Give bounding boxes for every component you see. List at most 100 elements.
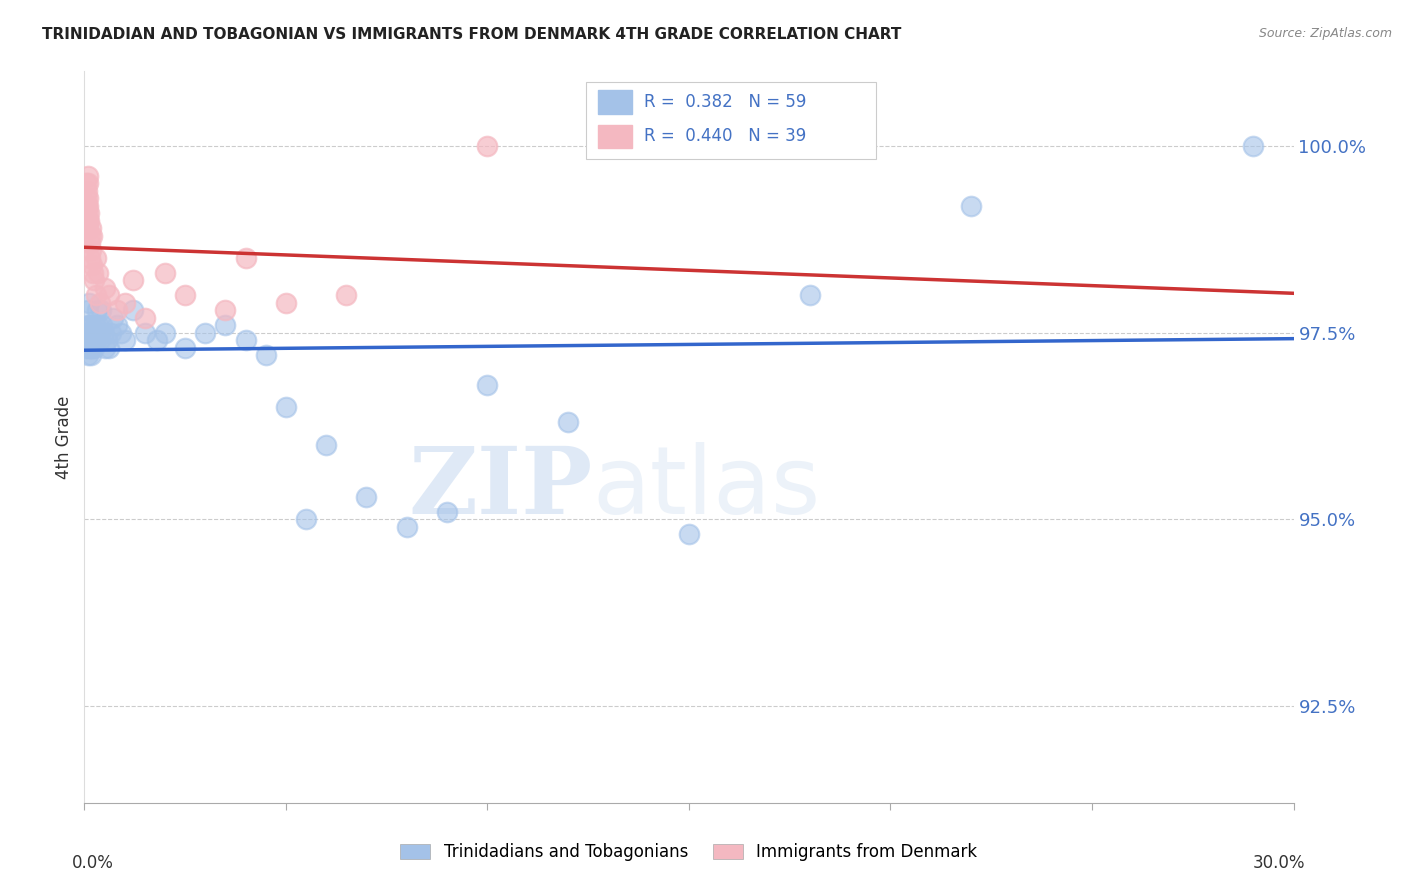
Text: atlas: atlas — [592, 442, 821, 534]
Point — [86, 288, 108, 302]
Point — [146, 333, 169, 347]
Point — [79, 235, 101, 250]
Point — [79, 326, 101, 340]
Point — [105, 303, 128, 318]
Point — [77, 295, 100, 310]
Point — [86, 333, 108, 347]
Point — [235, 251, 257, 265]
Point — [76, 213, 98, 227]
Point — [90, 303, 112, 318]
Point — [86, 303, 108, 318]
Point — [315, 437, 337, 451]
Point — [87, 266, 110, 280]
Point — [75, 177, 97, 191]
Point — [97, 341, 120, 355]
Point — [134, 326, 156, 340]
Point — [153, 326, 176, 340]
Point — [75, 341, 97, 355]
Point — [105, 318, 128, 332]
Point — [477, 377, 499, 392]
Point — [83, 333, 105, 347]
Point — [77, 221, 100, 235]
Point — [84, 326, 107, 340]
Point — [274, 295, 297, 310]
Point — [82, 326, 104, 340]
Point — [80, 221, 103, 235]
Point — [80, 318, 103, 332]
Point — [134, 310, 156, 325]
Point — [76, 199, 98, 213]
Point — [79, 341, 101, 355]
Text: Source: ZipAtlas.com: Source: ZipAtlas.com — [1258, 27, 1392, 40]
Point — [76, 206, 98, 220]
Legend: Trinidadians and Tobagonians, Immigrants from Denmark: Trinidadians and Tobagonians, Immigrants… — [394, 837, 984, 868]
Point — [335, 288, 357, 302]
Point — [960, 199, 983, 213]
FancyBboxPatch shape — [599, 90, 633, 114]
Point — [77, 333, 100, 347]
Point — [84, 318, 107, 332]
Point — [214, 318, 236, 332]
Point — [77, 318, 100, 332]
Point — [79, 318, 101, 332]
Point — [477, 139, 499, 153]
Text: R =  0.382   N = 59: R = 0.382 N = 59 — [644, 93, 807, 112]
Point — [83, 273, 105, 287]
Point — [235, 333, 257, 347]
Point — [89, 333, 111, 347]
Point — [214, 303, 236, 318]
Text: TRINIDADIAN AND TOBAGONIAN VS IMMIGRANTS FROM DENMARK 4TH GRADE CORRELATION CHAR: TRINIDADIAN AND TOBAGONIAN VS IMMIGRANTS… — [42, 27, 901, 42]
Point — [80, 333, 103, 347]
Point — [77, 341, 100, 355]
Point — [93, 281, 115, 295]
Point — [82, 266, 104, 280]
Point — [274, 401, 297, 415]
Point — [121, 303, 143, 318]
Point — [77, 213, 100, 227]
Point — [76, 326, 98, 340]
FancyBboxPatch shape — [599, 125, 633, 148]
Point — [82, 341, 104, 355]
Point — [76, 333, 98, 347]
FancyBboxPatch shape — [586, 82, 876, 159]
Point — [114, 333, 136, 347]
Point — [80, 348, 103, 362]
Point — [75, 191, 97, 205]
Point — [96, 333, 118, 347]
Point — [80, 244, 103, 258]
Point — [557, 415, 579, 429]
Point — [1241, 139, 1264, 153]
Point — [93, 326, 115, 340]
Text: ZIP: ZIP — [408, 443, 592, 533]
Point — [80, 259, 103, 273]
Point — [76, 169, 98, 183]
Point — [79, 251, 101, 265]
Point — [436, 505, 458, 519]
Point — [87, 318, 110, 332]
Point — [100, 326, 122, 340]
Point — [254, 348, 277, 362]
Point — [77, 206, 100, 220]
Point — [799, 288, 821, 302]
Point — [77, 191, 100, 205]
Point — [121, 273, 143, 287]
Point — [153, 266, 176, 280]
Text: R =  0.440   N = 39: R = 0.440 N = 39 — [644, 128, 807, 145]
Point — [77, 303, 100, 318]
Point — [77, 348, 100, 362]
Point — [356, 490, 378, 504]
Point — [91, 318, 114, 332]
Point — [174, 341, 197, 355]
Point — [110, 326, 132, 340]
Point — [395, 519, 418, 533]
Point — [174, 288, 197, 302]
Text: 30.0%: 30.0% — [1253, 854, 1306, 872]
Point — [678, 527, 700, 541]
Point — [80, 326, 103, 340]
Point — [89, 326, 111, 340]
Point — [76, 184, 98, 198]
Point — [295, 512, 318, 526]
Text: 0.0%: 0.0% — [72, 854, 114, 872]
Point — [194, 326, 217, 340]
Point — [83, 341, 105, 355]
